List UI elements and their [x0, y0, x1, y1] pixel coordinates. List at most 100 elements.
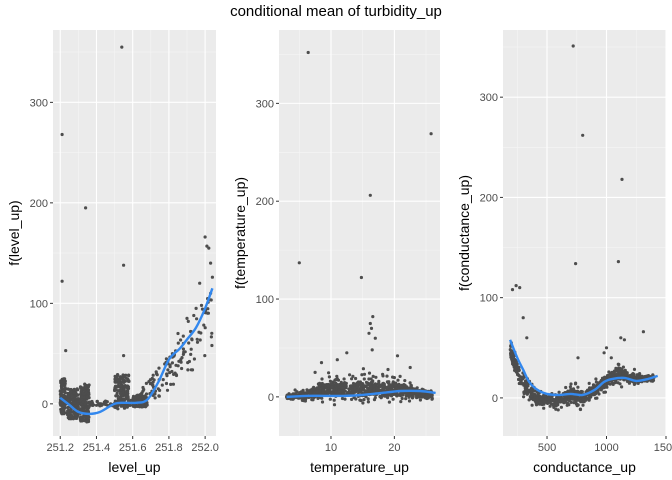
chart-title: conditional mean of turbidity_up: [230, 3, 442, 20]
data-point: [165, 388, 170, 392]
data-point: [66, 398, 70, 402]
data-point: [331, 380, 335, 384]
data-point: [516, 369, 521, 373]
data-point: [394, 387, 398, 391]
data-point: [60, 384, 64, 388]
data-point: [380, 394, 384, 398]
data-point: [369, 385, 373, 389]
data-point: [68, 401, 73, 405]
data-point: [418, 398, 422, 402]
data-point: [195, 317, 199, 321]
data-point: [306, 50, 310, 55]
data-point: [372, 388, 376, 392]
data-point: [89, 402, 93, 406]
data-point: [195, 337, 199, 341]
data-point: [368, 321, 372, 326]
data-point: [113, 374, 117, 378]
data-point: [350, 377, 354, 381]
data-point: [210, 331, 214, 335]
data-point: [385, 385, 389, 389]
data-point: [411, 395, 415, 399]
data-point: [73, 391, 77, 395]
data-point: [550, 399, 554, 403]
data-point: [581, 133, 585, 137]
data-point: [385, 380, 389, 384]
data-point: [529, 388, 533, 392]
data-point: [127, 374, 131, 378]
data-point: [351, 374, 355, 378]
data-point: [604, 346, 609, 350]
data-point: [64, 349, 68, 353]
data-point: [544, 397, 548, 401]
data-point: [142, 387, 146, 392]
data-point: [362, 372, 367, 376]
data-point: [616, 381, 620, 385]
data-point: [84, 386, 88, 390]
data-point: [635, 374, 639, 378]
x-tick-label: 251.4: [83, 442, 111, 454]
data-point: [624, 372, 629, 376]
data-point: [408, 381, 412, 385]
data-point: [359, 275, 363, 280]
data-point: [206, 311, 210, 315]
data-point: [376, 387, 380, 391]
data-point: [63, 411, 68, 415]
data-point: [199, 303, 204, 307]
data-point: [371, 315, 375, 319]
data-point: [207, 246, 211, 250]
data-point: [83, 402, 87, 406]
data-point: [332, 387, 336, 391]
data-point: [306, 390, 310, 395]
data-point: [176, 341, 180, 345]
data-point: [327, 375, 331, 379]
data-point: [169, 382, 173, 386]
data-point: [158, 388, 162, 392]
data-point: [165, 374, 169, 378]
data-point: [317, 386, 321, 390]
data-point: [513, 363, 517, 367]
data-point: [361, 401, 365, 405]
data-point: [407, 393, 412, 397]
data-point: [117, 381, 121, 385]
data-point: [617, 362, 621, 367]
data-point: [203, 354, 207, 358]
data-point: [334, 381, 338, 385]
data-point: [581, 403, 585, 407]
data-point: [393, 392, 397, 396]
data-point: [554, 402, 558, 406]
data-point: [170, 361, 174, 365]
data-point: [369, 326, 374, 330]
data-point: [157, 394, 161, 398]
data-point: [382, 382, 386, 386]
data-point: [316, 396, 320, 400]
data-point: [372, 384, 376, 388]
data-point: [135, 393, 140, 397]
data-point: [336, 391, 340, 395]
data-point: [62, 380, 66, 384]
data-point: [638, 372, 642, 376]
data-point: [203, 235, 207, 239]
data-point: [61, 389, 65, 394]
data-point: [202, 323, 206, 327]
data-point: [119, 384, 123, 388]
data-point: [327, 384, 331, 388]
x-tick-label: 20: [388, 442, 400, 454]
data-point: [518, 286, 522, 290]
data-point: [383, 394, 387, 398]
data-point: [138, 398, 142, 402]
data-point: [587, 381, 591, 385]
data-point: [535, 400, 539, 405]
data-point: [599, 388, 603, 392]
data-point: [209, 261, 213, 265]
data-point: [594, 377, 598, 381]
data-point: [400, 396, 404, 401]
data-point: [596, 390, 600, 394]
data-point: [393, 383, 398, 387]
data-point: [366, 400, 370, 404]
data-point: [154, 372, 159, 376]
data-point: [361, 387, 365, 391]
data-point: [84, 206, 88, 210]
data-point: [126, 386, 131, 391]
data-point: [392, 376, 396, 380]
data-point: [343, 389, 347, 393]
